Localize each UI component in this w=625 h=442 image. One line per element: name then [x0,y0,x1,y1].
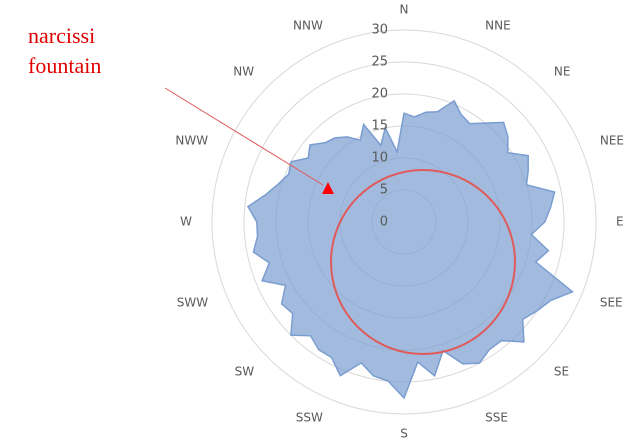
r-tick-label: 15 [371,119,388,134]
category-label: NNE [485,19,511,33]
category-label: SSW [296,410,323,424]
annotation-text: fountain [28,53,101,78]
category-label: NEE [600,133,624,147]
category-label: SE [554,364,569,378]
category-label: SSE [485,410,508,424]
annotation-text: narcissi [28,23,95,48]
category-label: N [400,3,409,17]
category-label: SW [235,364,255,378]
category-label: SEE [600,296,623,310]
category-label: SWW [177,296,208,310]
r-tick-label: 0 [380,215,388,230]
category-label: W [180,215,192,229]
category-label: NE [554,65,571,79]
category-label: NW [233,65,254,79]
r-tick-label: 30 [371,23,388,38]
r-tick-label: 10 [371,151,388,166]
r-tick-label: 20 [371,87,388,102]
category-label: NWW [175,133,208,147]
category-label: S [400,427,408,441]
annotation-arrow [164,87,324,186]
category-label: E [616,215,624,229]
grid-ring [211,29,597,415]
category-label: NNW [293,19,323,33]
highlight-circle [330,169,516,355]
r-tick-label: 5 [380,183,388,198]
annotation-marker [322,182,334,194]
r-tick-label: 25 [371,55,388,70]
labels: N NNE NE NEE E SEE SE SSE S SSW SW SWW W NWW NW NNW 0 5 10… [175,3,624,441]
